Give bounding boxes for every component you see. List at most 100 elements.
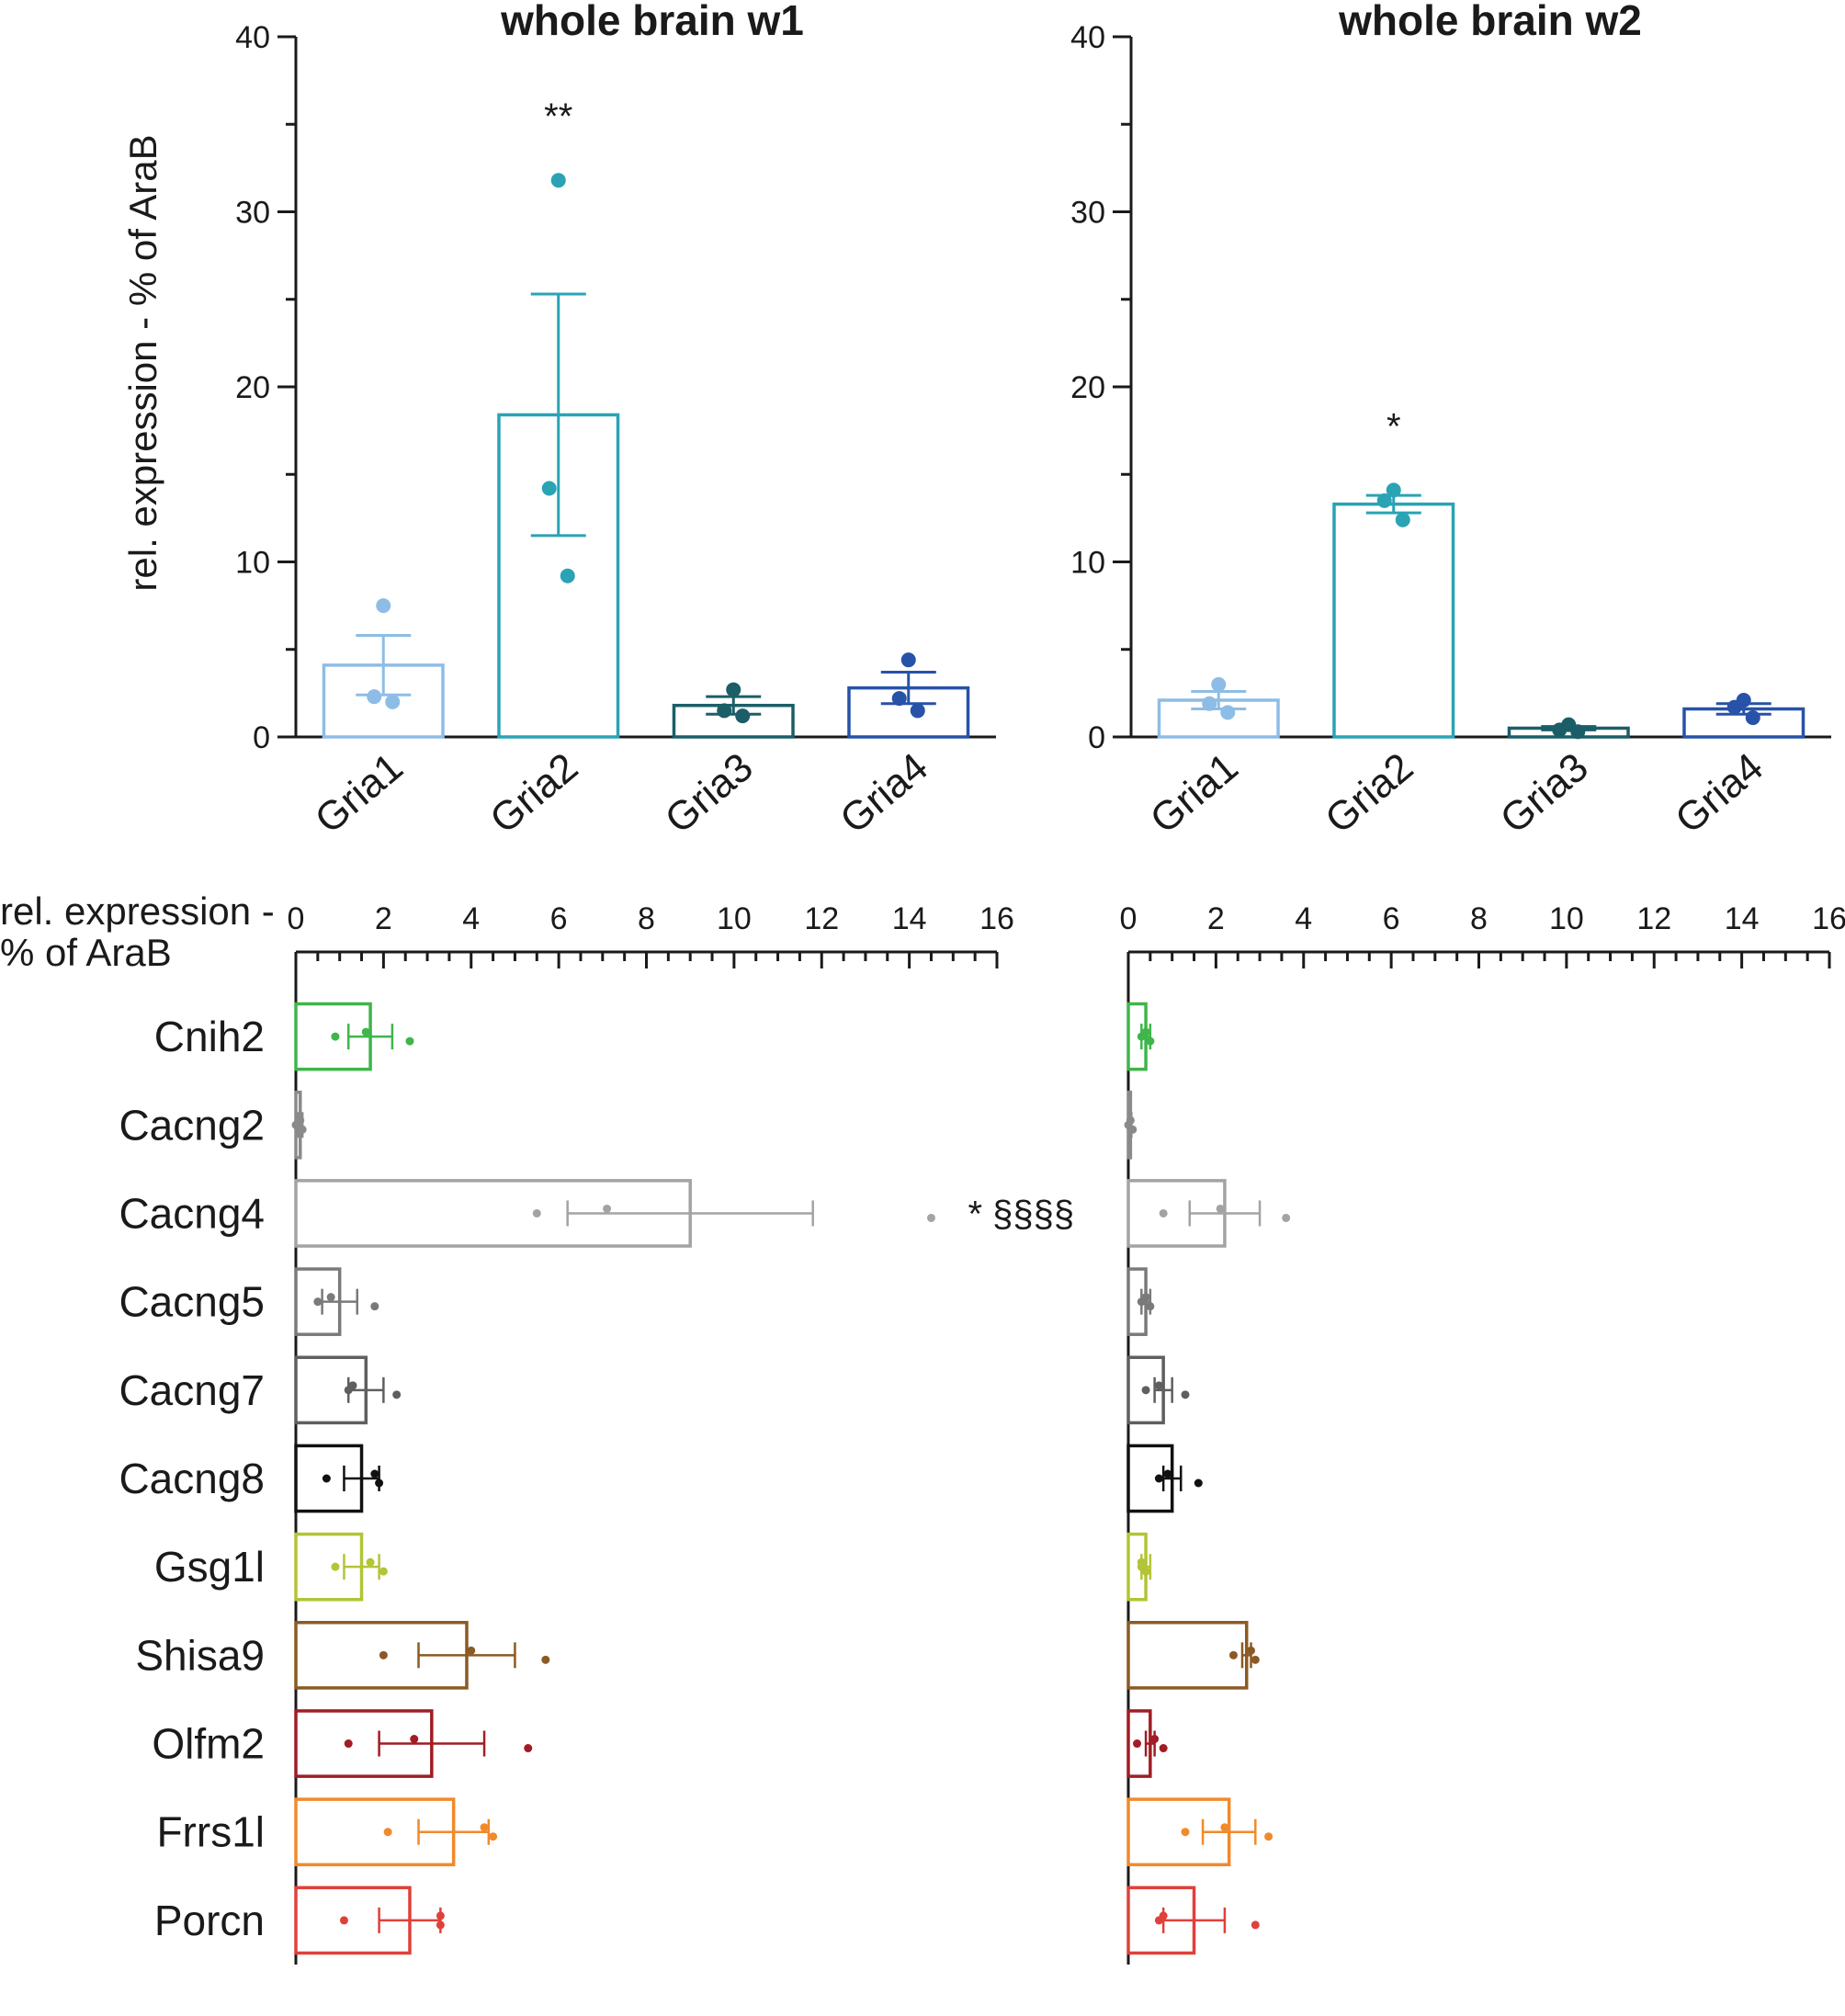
data-point-gsg1l	[1141, 1567, 1150, 1576]
data-point-porcn	[436, 1911, 445, 1920]
chart-panel-whole-brain-w1-auxiliary: rel. expression -% of AraB 0 2 4 6 8 10 12 14 16…	[0, 889, 1074, 1965]
data-point-olfm2	[1150, 1735, 1160, 1744]
y-tick-label: 0	[1088, 720, 1105, 755]
category-label-gria4: Gria4	[1667, 744, 1771, 843]
data-point-cacng5	[1141, 1293, 1150, 1302]
x-tick-label: 0	[288, 901, 305, 936]
data-point-cacng5	[326, 1293, 335, 1302]
data-point-cnih2	[1146, 1036, 1155, 1046]
y-tick-label: 10	[1070, 546, 1105, 581]
data-point-gria3	[726, 682, 741, 697]
y-tick-label: 40	[235, 20, 270, 55]
data-point-cacng4	[1282, 1213, 1291, 1222]
data-point-cacng2	[298, 1125, 307, 1134]
data-point-gria2	[560, 568, 575, 583]
chart-title-w2: whole brain w2	[1338, 0, 1642, 44]
data-point-shisa9	[1251, 1655, 1260, 1664]
x-tick-label: 10	[1549, 901, 1584, 936]
x-tick-label: 16	[979, 901, 1014, 936]
x-axis-label-w1-aux: rel. expression -% of AraB	[0, 889, 275, 974]
data-point-gsg1l	[331, 1562, 340, 1571]
x-tick-label: 10	[717, 901, 752, 936]
data-point-porcn	[1159, 1911, 1168, 1920]
x-tick-label: 6	[550, 901, 568, 936]
data-point-cacng8	[1163, 1469, 1172, 1478]
data-point-gria4	[910, 703, 925, 719]
data-point-cacng4	[1159, 1208, 1168, 1218]
data-point-cnih2	[405, 1036, 414, 1046]
data-point-frrs1l	[480, 1823, 489, 1832]
data-point-shisa9	[379, 1650, 388, 1659]
data-point-cacng8	[375, 1478, 384, 1488]
x-tick-label: 12	[804, 901, 839, 936]
category-label-gria2: Gria2	[481, 744, 586, 843]
data-point-frrs1l	[1264, 1832, 1273, 1841]
data-point-cacng5	[1146, 1302, 1155, 1311]
data-point-cacng4	[1216, 1204, 1225, 1213]
category-label-cacng2: Cacng2	[119, 1101, 265, 1149]
data-point-olfm2	[344, 1739, 353, 1749]
bar-shisa9	[1126, 1621, 1249, 1690]
chart-title-w1: whole brain w1	[500, 0, 804, 44]
data-point-gria3	[735, 708, 751, 724]
data-point-gria2	[1376, 493, 1392, 508]
data-point-cacng2	[296, 1116, 305, 1125]
data-point-gria2	[541, 481, 557, 496]
category-label-frrs1l: Frrs1l	[156, 1808, 265, 1856]
data-point-cacng7	[348, 1381, 357, 1390]
data-point-gria2	[1395, 512, 1410, 527]
category-label-cacng5: Cacng5	[119, 1278, 265, 1326]
x-tick-label: 14	[1725, 901, 1760, 936]
chart-panel-whole-brain-w1-gria: whole brain w1 rel. expression - % of Ar…	[121, 0, 996, 843]
data-point-gria4	[1745, 710, 1760, 726]
data-point-cacng5	[370, 1302, 379, 1311]
category-label-gria3: Gria3	[1492, 744, 1597, 843]
data-point-frrs1l	[1220, 1823, 1229, 1832]
category-label-gria1: Gria1	[307, 744, 412, 843]
significance-annotation: *	[1387, 406, 1401, 447]
data-point-cnih2	[1141, 1027, 1150, 1036]
data-point-olfm2	[1159, 1744, 1168, 1753]
data-point-olfm2	[410, 1735, 419, 1744]
x-tick-label: 8	[1470, 901, 1488, 936]
y-tick-label: 10	[235, 546, 270, 581]
data-point-cacng4	[603, 1204, 612, 1213]
data-point-shisa9	[1228, 1650, 1238, 1659]
data-point-porcn	[436, 1920, 445, 1930]
data-point-cacng4	[532, 1208, 541, 1218]
category-label-cnih2: Cnih2	[154, 1013, 265, 1060]
data-point-cacng8	[370, 1469, 379, 1478]
data-point-cacng7	[392, 1390, 402, 1399]
data-point-gria3	[1552, 722, 1568, 738]
y-tick-label: 30	[235, 196, 270, 231]
significance-annotation: **	[544, 96, 572, 137]
data-point-olfm2	[1133, 1739, 1142, 1749]
data-point-gria3	[1570, 724, 1586, 740]
x-tick-label: 14	[892, 901, 927, 936]
data-point-gria3	[717, 703, 732, 719]
data-point-frrs1l	[383, 1828, 392, 1837]
data-point-cacng8	[1154, 1474, 1163, 1483]
data-point-cacng5	[313, 1297, 323, 1307]
data-point-cacng8	[322, 1474, 331, 1483]
y-tick-label: 30	[1070, 196, 1105, 231]
category-label-gria2: Gria2	[1317, 744, 1421, 843]
data-point-gria1	[1220, 705, 1236, 720]
category-label-shisa9: Shisa9	[135, 1631, 265, 1679]
data-point-cacng7	[1141, 1386, 1150, 1395]
x-tick-label: 4	[1295, 901, 1312, 936]
y-tick-label: 40	[1070, 20, 1105, 55]
data-point-gria2	[1386, 482, 1401, 498]
chart-panel-whole-brain-w2-gria: whole brain w2 0 10 20 30 40 Gria1 Gria2 * Gria3…	[1070, 0, 1831, 843]
data-point-cnih2	[361, 1027, 370, 1036]
data-point-gsg1l	[366, 1557, 375, 1567]
chart-panel-whole-brain-w2-auxiliary: 0 2 4 6 8 10 12 14 16	[1120, 901, 1845, 1965]
data-point-cnih2	[331, 1032, 340, 1041]
category-label-cacng8: Cacng8	[119, 1455, 265, 1502]
data-point-shisa9	[1247, 1646, 1256, 1655]
data-point-cacng4	[926, 1213, 935, 1222]
data-point-gria1	[1202, 696, 1217, 711]
data-point-gria1	[385, 694, 401, 709]
category-label-gria3: Gria3	[657, 744, 762, 843]
x-tick-label: 2	[1207, 901, 1225, 936]
